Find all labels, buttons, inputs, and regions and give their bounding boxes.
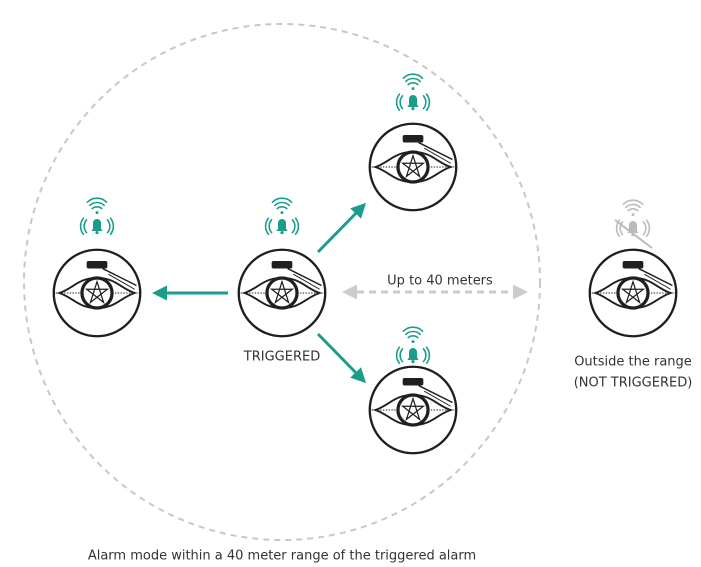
outside-label: Outside the range <box>574 355 692 370</box>
alarm-icons <box>81 74 652 363</box>
devices <box>54 124 676 453</box>
caption: Alarm mode within a 40 meter range of th… <box>88 549 476 564</box>
range-label: Up to 40 meters <box>387 274 493 289</box>
diagram: TRIGGERED Up to 40 meters Outside the ra… <box>0 0 701 567</box>
center-label: TRIGGERED <box>243 350 320 365</box>
outside-label: (NOT TRIGGERED) <box>574 376 693 391</box>
